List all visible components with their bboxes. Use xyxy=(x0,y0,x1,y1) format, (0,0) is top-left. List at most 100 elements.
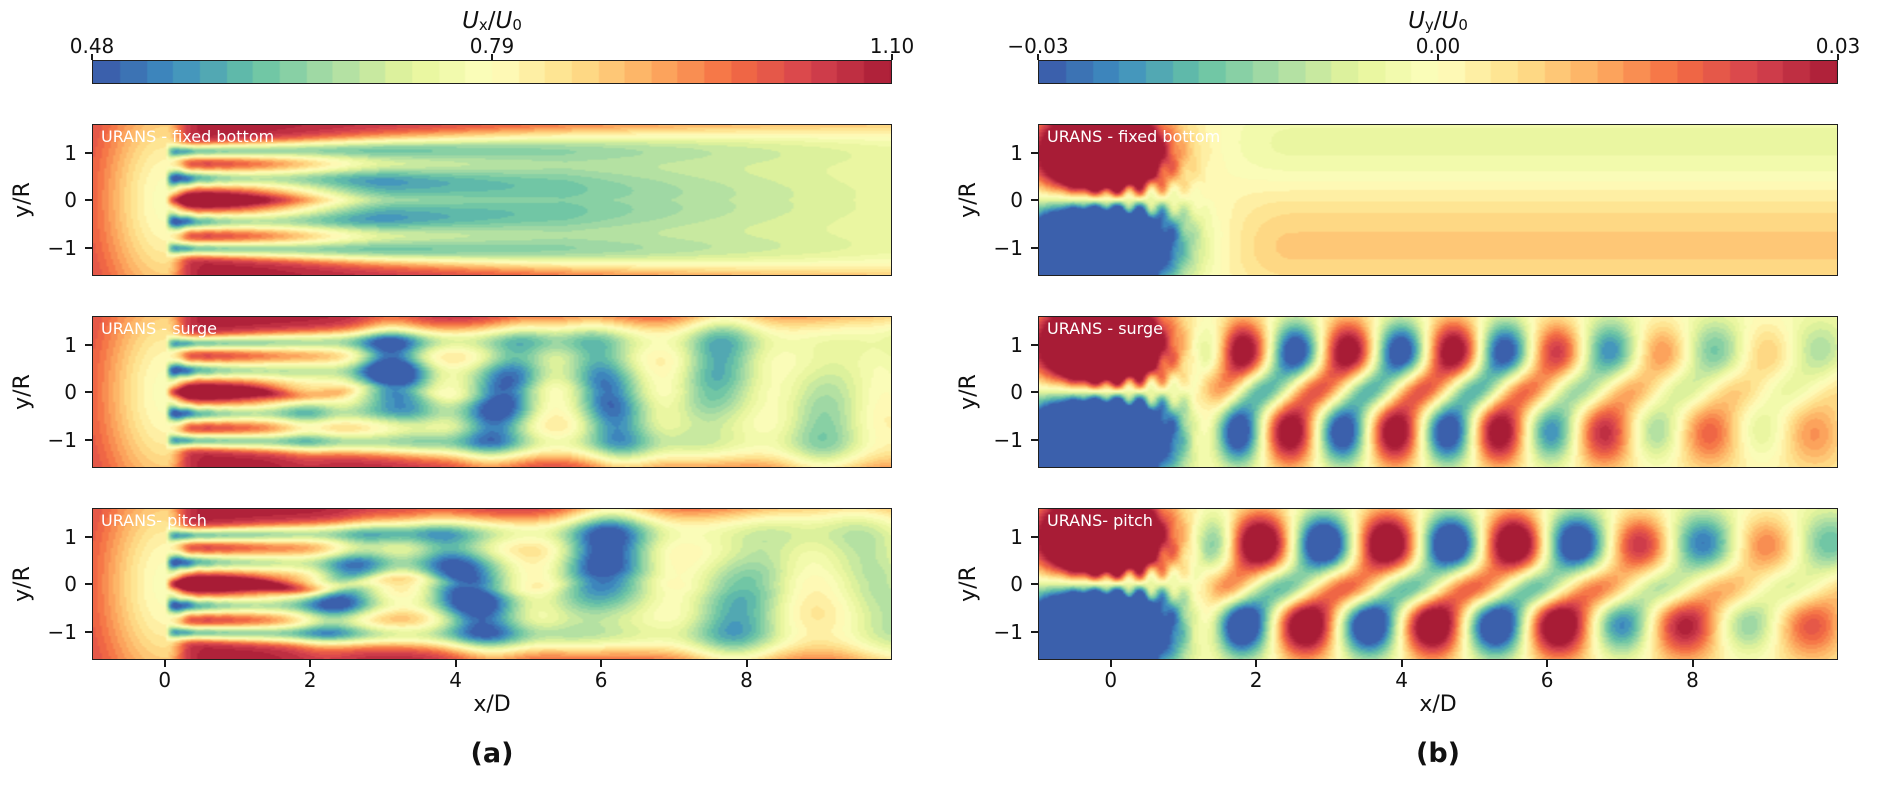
x-tick-label: 0 xyxy=(1104,668,1118,692)
heatmap-panel-ux-pitch: URANS- pitch xyxy=(92,508,892,660)
y-tick-label: −1 xyxy=(47,427,77,452)
y-tick-label: 0 xyxy=(1010,188,1023,212)
y-tick-mark xyxy=(85,151,92,154)
heatmap-canvas xyxy=(1039,317,1837,467)
y-axis-panel2: y/R 1 0 −1 xyxy=(946,316,1038,468)
colorbar-tick-labels: 0.48 0.79 1.10 xyxy=(70,34,914,60)
x-tick-label: 2 xyxy=(303,668,317,692)
colorbar-gradient xyxy=(93,61,891,83)
y-tick-label: 1 xyxy=(1010,140,1023,165)
y-tick-mark xyxy=(1031,246,1038,249)
x-tick-label: 4 xyxy=(1395,668,1408,692)
panel-title: URANS - surge xyxy=(101,319,217,338)
x-tick-label: 6 xyxy=(1540,668,1554,692)
y-axis-panel1: y/R 1 0 −1 xyxy=(0,124,92,276)
colorbar-title-sub: x xyxy=(478,16,488,34)
heatmap-panel-uy-pitch: URANS- pitch xyxy=(1038,508,1838,660)
y-tick-mark xyxy=(1031,535,1038,538)
x-tick-label: 6 xyxy=(594,668,608,692)
y-tick-label: −1 xyxy=(47,235,77,260)
colorbar-tick-mark xyxy=(1037,54,1039,60)
y-tick-mark xyxy=(85,630,92,633)
colorbar-title-sub2: 0 xyxy=(1458,16,1468,34)
y-tick-mark xyxy=(1031,199,1038,201)
x-tick-mark xyxy=(309,660,312,667)
y-axis-label: y/R xyxy=(10,182,35,218)
x-tick-mark xyxy=(1546,660,1549,667)
colorbar-tick-mark xyxy=(91,54,93,60)
colorbar-tick-mark xyxy=(891,54,893,60)
y-tick-label: 0 xyxy=(1010,572,1023,596)
y-axis-label: y/R xyxy=(956,182,981,218)
x-axis: 0 2 4 6 8 xyxy=(1038,660,1838,692)
x-tick-mark xyxy=(163,660,166,667)
y-axis-label: y/R xyxy=(956,374,981,410)
figure-caption-b: (b) xyxy=(1415,738,1460,769)
colorbar-title-sub: y xyxy=(1424,16,1434,34)
y-tick-label: −1 xyxy=(47,619,77,644)
x-tick-label: 4 xyxy=(449,668,462,692)
colorbar-title-var2: U xyxy=(495,8,513,34)
panel-title: URANS - fixed bottom xyxy=(101,127,275,146)
y-tick-mark xyxy=(1031,438,1038,441)
y-tick-label: 1 xyxy=(1010,332,1023,357)
colorbar-tick-mark xyxy=(1837,54,1839,60)
heatmap-canvas xyxy=(93,125,891,275)
x-axis-label: x/D xyxy=(473,692,511,717)
heatmap-panel-uy-surge: URANS - surge xyxy=(1038,316,1838,468)
heatmap-panel-ux-fixed: URANS - fixed bottom xyxy=(92,124,892,276)
x-tick-label: 8 xyxy=(740,668,753,692)
colorbar-title-var2: U xyxy=(1441,8,1459,34)
colorbar xyxy=(1038,60,1838,84)
y-tick-mark xyxy=(1031,151,1038,154)
colorbar-tick-labels: −0.03 0.00 0.03 xyxy=(1007,34,1860,60)
colorbar-tick-mark xyxy=(491,54,493,60)
y-tick-label: 1 xyxy=(1010,524,1023,549)
heatmap-canvas xyxy=(93,509,891,659)
heatmap-canvas xyxy=(1039,509,1837,659)
x-tick-mark xyxy=(454,660,457,667)
colorbar-title-slash: / xyxy=(487,8,496,34)
y-tick-label: −1 xyxy=(993,427,1023,452)
x-axis: 0 2 4 6 8 xyxy=(92,660,892,692)
panel-title: URANS- pitch xyxy=(1047,511,1153,530)
x-tick-label: 8 xyxy=(1686,668,1699,692)
heatmap-canvas xyxy=(1039,125,1837,275)
y-axis-panel1: y/R 1 0 −1 xyxy=(946,124,1038,276)
panel-title: URANS - fixed bottom xyxy=(1047,127,1221,146)
x-tick-mark xyxy=(1691,660,1694,667)
y-tick-mark xyxy=(85,391,92,393)
x-tick-mark xyxy=(1400,660,1403,667)
colorbar xyxy=(92,60,892,84)
y-tick-mark xyxy=(85,343,92,346)
colorbar-title-var: U xyxy=(462,8,479,34)
panel-title: URANS- pitch xyxy=(101,511,207,530)
y-tick-mark xyxy=(1031,583,1038,585)
y-axis-panel3: y/R 1 0 −1 xyxy=(0,508,92,660)
x-tick-mark xyxy=(1255,660,1258,667)
x-tick-label: 2 xyxy=(1249,668,1263,692)
y-tick-label: 1 xyxy=(64,140,77,165)
y-tick-mark xyxy=(85,246,92,249)
y-tick-label: −1 xyxy=(993,619,1023,644)
colorbar-title-var: U xyxy=(1408,8,1425,34)
x-tick-label: 0 xyxy=(158,668,172,692)
y-tick-label: −1 xyxy=(993,235,1023,260)
y-axis-label: y/R xyxy=(10,566,35,602)
y-tick-label: 0 xyxy=(64,188,77,212)
x-tick-mark xyxy=(1109,660,1112,667)
y-tick-mark xyxy=(85,583,92,585)
panel-title: URANS - surge xyxy=(1047,319,1163,338)
x-tick-mark xyxy=(745,660,748,667)
y-tick-mark xyxy=(1031,391,1038,393)
y-axis-label: y/R xyxy=(10,374,35,410)
heatmap-canvas xyxy=(93,317,891,467)
y-tick-label: 1 xyxy=(64,524,77,549)
colorbar-gradient xyxy=(1039,61,1837,83)
y-tick-label: 0 xyxy=(64,380,77,404)
y-tick-mark xyxy=(1031,630,1038,633)
x-tick-mark xyxy=(600,660,603,667)
